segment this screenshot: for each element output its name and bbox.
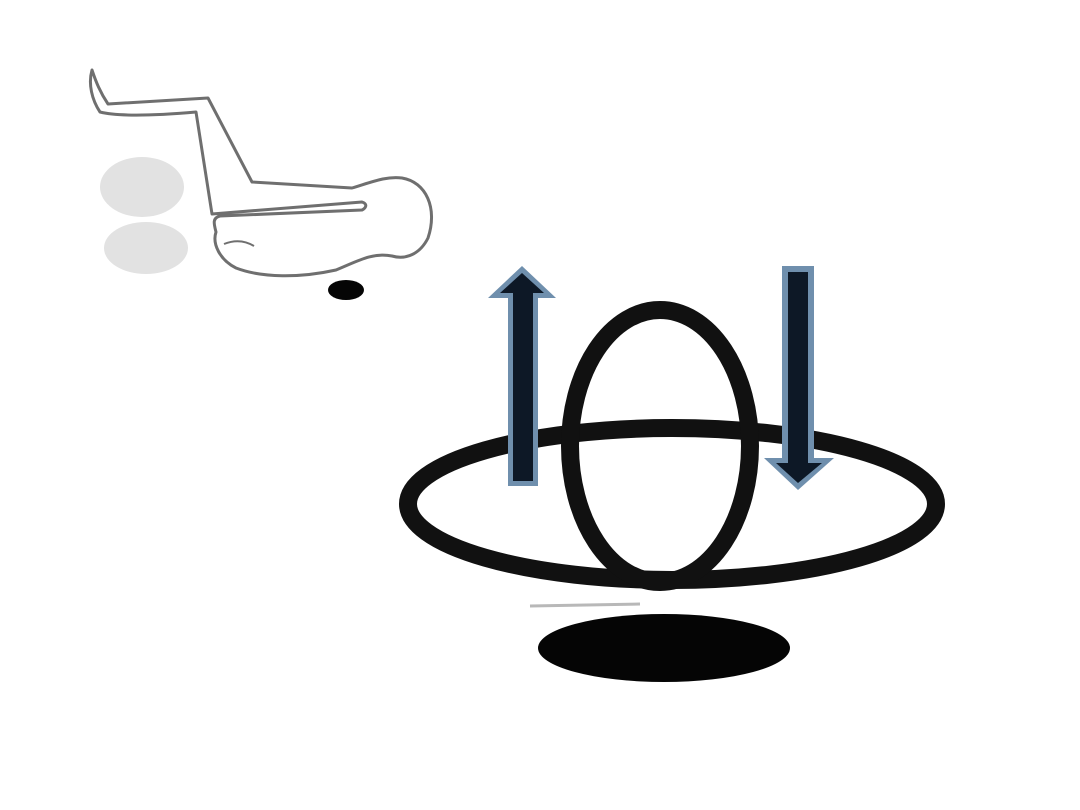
base-shadow bbox=[538, 614, 790, 682]
person-outline bbox=[88, 68, 433, 278]
arrow-up-fill bbox=[500, 273, 544, 481]
ring-diagram bbox=[399, 266, 945, 682]
person-seat-line bbox=[223, 240, 255, 247]
vertical-ring bbox=[561, 301, 759, 591]
horizontal-ring bbox=[399, 419, 945, 589]
foot-upper bbox=[100, 157, 184, 217]
arrow-down-icon bbox=[764, 266, 834, 490]
figure-shadow bbox=[328, 280, 364, 300]
shadow-edge-line bbox=[529, 602, 641, 608]
foot-lower bbox=[104, 222, 188, 274]
lying-person-figure bbox=[88, 68, 433, 300]
arrow-up-icon bbox=[488, 266, 556, 486]
arrow-down-fill bbox=[776, 272, 822, 483]
